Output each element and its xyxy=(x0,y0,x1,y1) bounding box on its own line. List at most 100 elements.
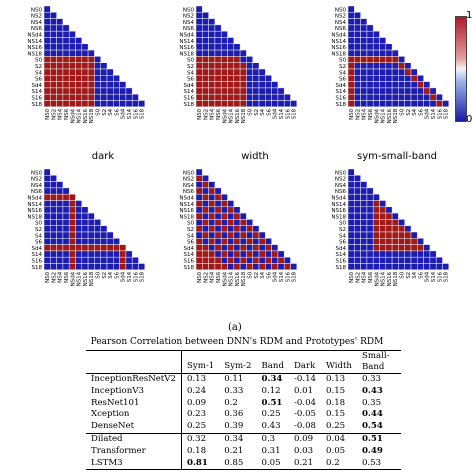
column-tick-label: NS2 xyxy=(51,109,57,120)
rdm-cell xyxy=(417,93,424,101)
rdm-cell xyxy=(360,187,368,195)
rdm-cell xyxy=(366,256,374,264)
rdm-cell xyxy=(208,212,216,220)
rdm-cell xyxy=(227,62,235,70)
caption-width: width xyxy=(241,151,269,162)
column-tick-label: NS6 xyxy=(216,271,222,283)
row-model-name: DenseNet xyxy=(91,421,135,432)
row-tick-label: S4 xyxy=(339,233,346,239)
rdm-cell xyxy=(366,62,374,70)
rdm-cell xyxy=(366,49,374,57)
rdm-cell xyxy=(43,49,51,57)
rdm-cell xyxy=(385,212,393,220)
rdm-cell xyxy=(360,30,368,38)
rdm-cell xyxy=(56,43,64,51)
column-tick-label: S0 xyxy=(248,271,254,278)
rdm-cell xyxy=(227,238,235,245)
rdm-cell xyxy=(106,263,114,271)
column-tick-label: NS4 xyxy=(58,271,64,283)
rdm-cell xyxy=(360,18,368,26)
column-tick-label: S0 xyxy=(96,271,102,278)
rdm-cell xyxy=(423,250,431,258)
rdm-cell xyxy=(195,263,203,271)
table-cell: 0.34 xyxy=(261,374,283,384)
rdm-cell xyxy=(404,81,412,89)
column-tick-label: NSd4 xyxy=(374,271,380,286)
table-cell: 0.05 xyxy=(326,445,346,456)
rdm-cell xyxy=(56,68,64,76)
rdm-cell xyxy=(50,212,57,220)
row-tick-label: NS6 xyxy=(183,26,195,32)
rdm-cell xyxy=(239,56,247,63)
column-tick-label: S18 xyxy=(140,271,146,282)
column-tick-label: Sd4 xyxy=(273,108,279,119)
header-small-band: Small-Band xyxy=(356,350,401,374)
colorbar-max-label: 1 xyxy=(466,10,473,21)
rdm-cell xyxy=(252,238,260,245)
rdm-cell xyxy=(208,68,216,76)
table-cell: 0.85 xyxy=(219,457,257,471)
column-tick-label: NSd4 xyxy=(70,108,76,123)
rdm-cell xyxy=(43,206,51,214)
rdm-cell xyxy=(385,75,393,82)
column-tick-label: S16 xyxy=(133,108,139,119)
column-tick-label: NS16 xyxy=(83,108,89,123)
rdm-cell xyxy=(94,244,101,252)
rdm-cell xyxy=(404,256,412,264)
rdm-cell xyxy=(233,263,241,271)
rdm-cell xyxy=(379,244,387,252)
rdm-cell xyxy=(43,75,51,82)
rdm-cell xyxy=(208,43,216,51)
row-tick-label: S2 xyxy=(35,227,42,233)
rdm-cell xyxy=(220,49,228,57)
header-sym1: Sym-1 xyxy=(180,350,220,374)
rdm-cell xyxy=(220,193,228,201)
column-tick-label: S18 xyxy=(444,108,450,119)
row-tick-label: NS2 xyxy=(335,14,346,20)
rdm-cell xyxy=(43,175,51,182)
column-tick-label: S18 xyxy=(292,108,298,119)
rdm-cell xyxy=(385,81,393,89)
rdm-cell xyxy=(220,93,228,101)
rdm-cell xyxy=(87,68,95,76)
rdm-cell xyxy=(347,100,355,108)
rdm-cell xyxy=(360,244,368,252)
rdm-cell xyxy=(68,49,76,57)
row-tick-label: S0 xyxy=(339,221,346,227)
column-tick-label: NS2 xyxy=(51,272,57,283)
rdm-cell xyxy=(214,263,222,271)
rdm-cell xyxy=(214,219,222,226)
rdm-cell xyxy=(56,37,64,45)
rdm-cell xyxy=(366,100,374,108)
rdm-cell xyxy=(106,244,114,252)
table-cell: 0.36 xyxy=(224,409,244,420)
rdm-cell xyxy=(56,200,64,208)
rdm-cell xyxy=(43,30,51,38)
rdm-cell xyxy=(214,37,222,45)
rdm-cell xyxy=(87,244,95,252)
rdm-cell xyxy=(379,250,387,258)
row-tick-label: NS4 xyxy=(183,20,195,26)
rdm-panel-dark: NS0 NS2 NS4 NS6 NSd4 NS14 NS16 NS18 S0 S2 S4 S6 Sd4 S… xyxy=(8,2,158,142)
rdm-cell xyxy=(372,200,380,208)
caption-sym-small-band: sym-small-band xyxy=(357,151,437,162)
rdm-cell xyxy=(43,62,51,70)
rdm-cell xyxy=(125,263,133,271)
row-tick-label: NS18 xyxy=(331,51,346,57)
row-tick-label: S6 xyxy=(35,240,42,246)
colorbar-min-label: 0 xyxy=(466,114,473,125)
rdm-cell xyxy=(195,37,203,45)
rdm-cell xyxy=(258,75,266,82)
rdm-cell xyxy=(354,56,361,63)
column-tick-label: S14 xyxy=(127,271,133,282)
rdm-cell xyxy=(56,238,64,245)
column-tick-label: S2 xyxy=(406,272,412,279)
row-tick-label: S16 xyxy=(336,259,347,265)
rdm-cell xyxy=(360,193,368,201)
rdm-cell xyxy=(372,225,380,233)
rdm-cell xyxy=(87,100,95,108)
rdm-cell xyxy=(277,100,285,108)
rdm-cell xyxy=(81,56,89,63)
rdm-cell xyxy=(265,256,272,264)
row-tick-label: NS0 xyxy=(335,170,347,176)
